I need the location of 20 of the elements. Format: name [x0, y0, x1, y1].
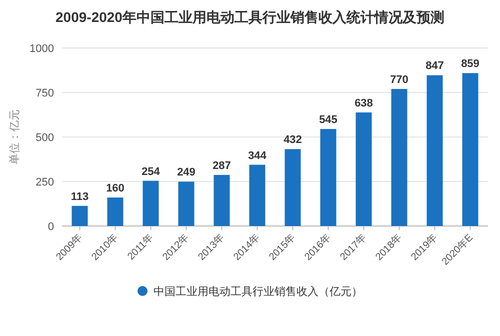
title: 2009-2020年中国工业用电动工具行业销售收入统计情况及预测: [56, 9, 444, 25]
data-label: 249: [177, 166, 196, 179]
data-label: 859: [461, 58, 480, 70]
ytick: 0: [48, 221, 54, 233]
ytick: 250: [36, 176, 54, 188]
ytick: 500: [36, 132, 54, 144]
data-label: 344: [248, 150, 266, 162]
data-label: 638: [354, 97, 373, 110]
ytick: 750: [36, 88, 54, 100]
ylabel: 单位：亿元: [9, 110, 21, 164]
data-label: 287: [212, 160, 231, 172]
data-label: 160: [106, 182, 124, 195]
data-label: 254: [142, 166, 160, 178]
data-label: 770: [390, 74, 408, 86]
ytick: 1000: [30, 43, 54, 55]
legend: 中国工业用电动工具行业销售收入（亿元）: [138, 286, 362, 298]
data-label: 432: [284, 134, 302, 146]
data-label: 847: [426, 60, 444, 72]
data-label: 113: [70, 190, 89, 203]
data-label: 545: [319, 114, 338, 126]
